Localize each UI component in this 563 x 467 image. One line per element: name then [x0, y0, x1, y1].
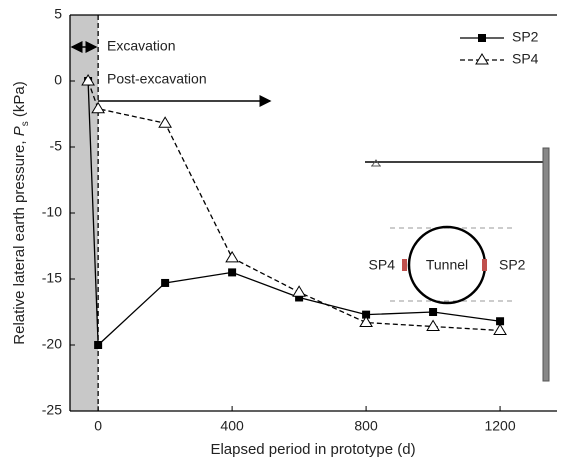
point: [493, 323, 507, 335]
sensor: [482, 259, 487, 271]
y-axis-title-part: s: [20, 121, 31, 126]
x-tick-label: 1200: [484, 418, 515, 434]
y-tick-label: -20: [42, 336, 62, 352]
point: [292, 285, 306, 297]
y-tick-label: -10: [42, 204, 62, 220]
point: [426, 319, 440, 332]
series-line: [87, 80, 501, 332]
y-tick-label: -5: [50, 138, 63, 154]
x-axis-title: Elapsed period in prototype (d): [210, 441, 415, 458]
point: [91, 101, 106, 114]
point: [81, 74, 95, 86]
y-axis-title-part: Relative lateral earth pressure,: [11, 136, 28, 344]
point: [429, 308, 438, 316]
legend-marker: [478, 34, 486, 42]
wall: [542, 147, 550, 382]
annotation: Post-excavation: [107, 71, 207, 87]
point: [295, 293, 304, 302]
sensor: [402, 259, 407, 271]
annotation: SP2: [499, 257, 526, 273]
y-axis-title-part: (kPa): [11, 81, 28, 121]
x-tick-label: 0: [94, 418, 102, 434]
point: [496, 317, 505, 326]
ground-symbol: [371, 159, 381, 167]
y-tick-label: -25: [42, 402, 62, 418]
annotation: Excavation: [107, 38, 175, 54]
y-tick-label: 0: [54, 72, 62, 88]
x-tick-label: 400: [220, 418, 244, 434]
legend-label: SP4: [512, 51, 539, 67]
point: [161, 278, 170, 287]
point: [225, 250, 239, 263]
legend-label: SP2: [512, 29, 539, 45]
annotation: SP4: [369, 257, 396, 273]
y-tick-label: -15: [42, 270, 62, 286]
point: [359, 315, 373, 328]
y-axis-title: Relative lateral earth pressure, Ps (kPa…: [11, 81, 31, 344]
y-axis-title-part: P: [11, 126, 28, 136]
legend-marker: [475, 53, 489, 65]
point: [94, 341, 103, 349]
point: [228, 268, 237, 277]
point: [362, 310, 371, 319]
series-line: [87, 80, 501, 347]
annotation: Tunnel: [426, 257, 468, 273]
point: [158, 116, 173, 128]
y-tick-label: 5: [54, 6, 62, 22]
x-tick-label: 800: [354, 418, 378, 434]
